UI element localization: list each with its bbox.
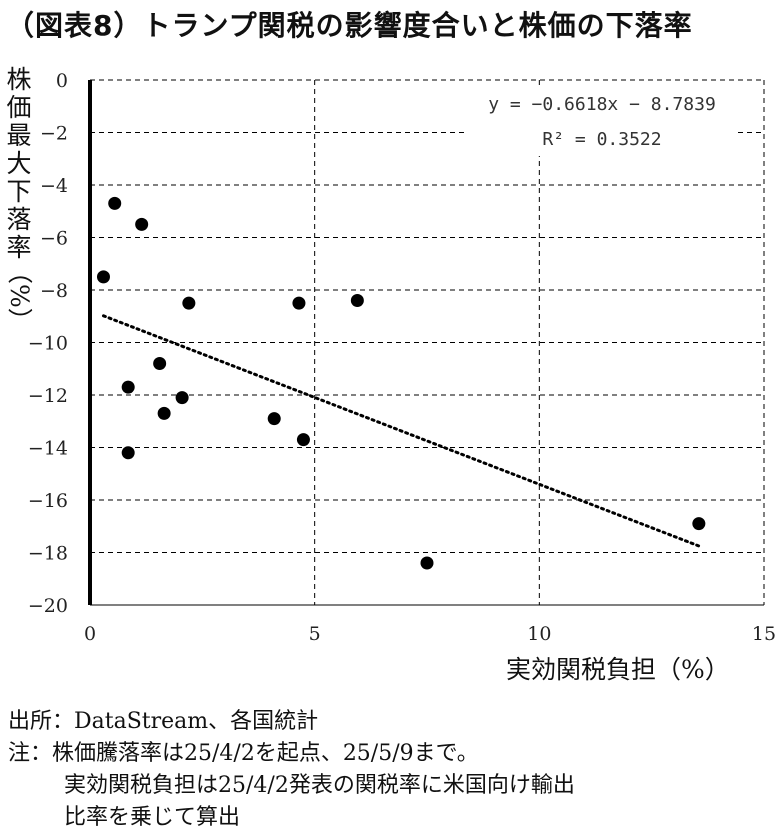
data-point: [182, 296, 196, 310]
y-axis-label: 株 価 最 大 下 落 率 （%）: [2, 65, 36, 333]
data-point: [292, 296, 306, 310]
footnotes: 出所：DataStream、各国統計 注：株価騰落率は25/4/2を起点、25/…: [8, 706, 575, 834]
note-line: 注：株価騰落率は25/4/2を起点、25/5/9まで。: [8, 741, 479, 766]
data-point: [96, 270, 110, 284]
data-point: [121, 446, 135, 460]
data-point: [175, 391, 189, 405]
data-point: [692, 517, 706, 531]
y-axis-label-char: 率: [6, 233, 32, 262]
y-axis-label-char: 価: [6, 93, 32, 122]
axes: [88, 80, 764, 606]
y-tick-label: 0: [56, 70, 68, 92]
grid: [90, 79, 765, 605]
y-tick-label: −16: [28, 490, 68, 512]
data-point: [296, 433, 310, 447]
y-tick-label: −18: [28, 543, 68, 565]
data-point: [153, 357, 167, 370]
page-title: （図表8）トランプ関税の影響度合いと株価の下落率: [6, 9, 693, 42]
tick-labels: 0 −2 −4 −6 −8 −10 −12 −14 −16 −18 −20 0 5 10 15: [28, 70, 776, 645]
note-line: 比率を乗じて算出: [64, 805, 241, 830]
data-points: [96, 196, 706, 570]
y-tick-label: −12: [28, 385, 68, 407]
y-axis-label-char: 大: [6, 149, 32, 178]
x-tick-label: 5: [309, 623, 321, 645]
y-tick-label: −14: [28, 438, 68, 460]
trendline: [101, 314, 701, 548]
data-point: [135, 217, 149, 231]
data-point: [157, 406, 171, 420]
y-tick-label: −4: [40, 175, 68, 197]
x-axis-label: 実効関税負担（%）: [506, 655, 730, 684]
equation-box: [466, 86, 738, 156]
y-tick-label: −2: [40, 123, 68, 145]
y-axis-label-char: 株: [6, 65, 32, 94]
note-line: 実効関税負担は25/4/2発表の関税率に米国向け輸出: [64, 773, 575, 798]
x-tick-label: 0: [84, 623, 96, 645]
source-note: 出所：DataStream、各国統計: [8, 709, 319, 734]
data-point: [350, 294, 364, 307]
y-tick-label: −10: [28, 333, 68, 355]
data-point: [121, 380, 135, 394]
y-tick-label: −20: [28, 595, 68, 617]
y-tick-label: −8: [40, 280, 68, 302]
x-tick-label: 15: [752, 623, 776, 645]
y-axis-label-char: 下: [6, 177, 32, 206]
trendline-path: [101, 314, 701, 548]
data-point: [267, 412, 281, 426]
y-axis-label-char: 最: [6, 121, 32, 150]
y-tick-label: −6: [40, 228, 68, 250]
data-point: [108, 196, 122, 210]
trendline-r2: R² = 0.3522: [542, 129, 661, 150]
scatter-chart: 0 −2 −4 −6 −8 −10 −12 −14 −16 −18 −20 0 5 10 15 y = −0…: [28, 70, 776, 645]
y-axis-label-char: 落: [6, 205, 32, 234]
trendline-equation: y = −0.6618x − 8.7839: [488, 94, 716, 115]
data-point: [420, 556, 434, 570]
x-tick-label: 10: [527, 623, 551, 645]
